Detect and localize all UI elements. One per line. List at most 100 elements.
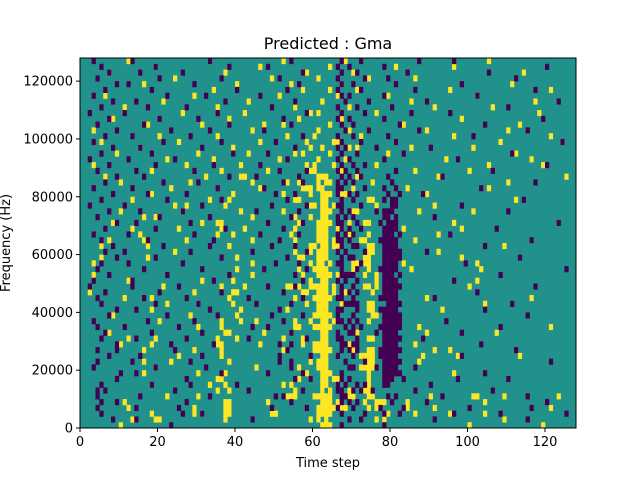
heatmap-cell-high <box>370 364 375 371</box>
heatmap-cell-low <box>343 179 348 186</box>
heatmap-cell-low <box>545 399 550 406</box>
heatmap-cell-high <box>173 248 178 255</box>
heatmap-cell-low <box>351 231 356 238</box>
heatmap-cell-low <box>525 312 530 319</box>
heatmap-cell-high <box>324 370 329 377</box>
heatmap-cell-low <box>560 138 565 146</box>
heatmap-cell-low <box>514 347 519 354</box>
heatmap-cell-low <box>339 370 344 377</box>
heatmap-cell-high <box>316 179 321 186</box>
heatmap-cell-low <box>382 260 387 267</box>
heatmap-cell-high <box>359 352 364 359</box>
heatmap-cell-low <box>277 167 282 174</box>
heatmap-cell-low <box>359 58 364 65</box>
heatmap-cell-low <box>386 208 391 215</box>
heatmap-cell-low <box>386 295 391 302</box>
heatmap-cell-high <box>316 347 321 354</box>
heatmap-cell-high <box>366 260 371 267</box>
heatmap-cell-low <box>556 219 561 227</box>
heatmap-cell-low <box>386 352 391 359</box>
heatmap-cell-low <box>339 243 344 250</box>
heatmap-cell-high <box>262 329 267 336</box>
heatmap-cell-high <box>564 173 569 180</box>
heatmap-cell-low <box>114 306 120 313</box>
heatmap-cell-low <box>114 341 120 348</box>
heatmap-cell-low <box>424 399 430 406</box>
heatmap-cell-high <box>107 237 112 244</box>
heatmap-cell-high <box>324 295 329 302</box>
heatmap-cell-low <box>293 144 298 151</box>
heatmap-cell-high <box>366 300 371 307</box>
heatmap-cell-low <box>335 167 340 174</box>
heatmap-cell-high <box>331 237 337 244</box>
heatmap-cell-low <box>506 104 511 111</box>
heatmap-cell-high <box>219 225 224 232</box>
heatmap-cell-high <box>409 144 414 151</box>
heatmap-cell-high <box>328 404 333 412</box>
heatmap-cell-high <box>293 295 298 302</box>
heatmap-cell-high <box>514 196 519 203</box>
heatmap-cell-high <box>103 92 108 99</box>
heatmap-cell-low <box>246 335 251 342</box>
heatmap-cell-high <box>366 196 371 203</box>
heatmap-cell-high <box>316 295 321 302</box>
heatmap-cell-high <box>266 167 271 174</box>
heatmap-cell-low <box>390 277 395 284</box>
heatmap-cell-high <box>207 196 213 203</box>
heatmap-cell-low <box>393 202 399 209</box>
heatmap-cell-low <box>95 295 100 302</box>
heatmap-cell-high <box>335 375 340 383</box>
heatmap-cell-low <box>533 86 538 94</box>
heatmap-cell-low <box>386 364 391 371</box>
heatmap-cell-low <box>153 162 158 169</box>
heatmap-cell-low <box>483 370 488 377</box>
heatmap-cell-low <box>215 110 220 117</box>
heatmap-cell-high <box>343 289 348 296</box>
heatmap-cell-low <box>506 208 511 215</box>
heatmap-cell-low <box>273 138 278 146</box>
heatmap-cell-low <box>393 243 399 250</box>
heatmap-cell-low <box>91 231 96 238</box>
heatmap-cell-low <box>378 237 383 244</box>
heatmap-cell-low <box>378 404 383 412</box>
heatmap-cell-high <box>262 121 267 128</box>
heatmap-cell-low <box>304 248 309 255</box>
heatmap-cell-high <box>328 347 333 354</box>
heatmap-cell-high <box>308 283 313 290</box>
heatmap-cell-low <box>424 98 430 105</box>
heatmap-cell-high <box>293 237 298 244</box>
heatmap-cell-high <box>366 370 371 377</box>
heatmap-cell-low <box>355 318 360 325</box>
heatmap-cell-high <box>235 335 240 342</box>
heatmap-cell-high <box>452 63 457 70</box>
heatmap-cell-high <box>254 364 259 371</box>
heatmap-cell-low <box>250 323 255 331</box>
heatmap-cell-low <box>335 318 340 325</box>
heatmap-cell-high <box>192 289 197 296</box>
heatmap-cell-low <box>153 254 158 261</box>
heatmap-cell-low <box>347 289 352 296</box>
heatmap-cell-high <box>297 375 302 383</box>
heatmap-cell-low <box>339 92 344 99</box>
heatmap-cell-high <box>300 271 306 279</box>
heatmap-cell-high <box>452 219 457 227</box>
heatmap-cell-high <box>324 422 329 429</box>
heatmap-cell-low <box>196 300 201 307</box>
heatmap-cell-low <box>297 208 302 215</box>
y-tick-label: 100000 <box>23 132 73 147</box>
heatmap-cell-high <box>483 399 488 406</box>
heatmap-cell-high <box>293 318 298 325</box>
heatmap-cell-high <box>297 283 302 290</box>
heatmap-cell-high <box>335 271 340 279</box>
heatmap-cell-low <box>207 393 213 400</box>
heatmap-cell-low <box>432 214 437 221</box>
heatmap-cell-high <box>328 179 333 186</box>
heatmap-cell-low <box>266 219 271 227</box>
heatmap-cell-high <box>331 375 337 383</box>
heatmap-cell-high <box>316 271 321 279</box>
heatmap-cell-high <box>316 248 321 255</box>
heatmap-cell-high <box>444 156 449 163</box>
heatmap-cell-high <box>308 190 313 198</box>
heatmap-cell-low <box>99 335 104 342</box>
